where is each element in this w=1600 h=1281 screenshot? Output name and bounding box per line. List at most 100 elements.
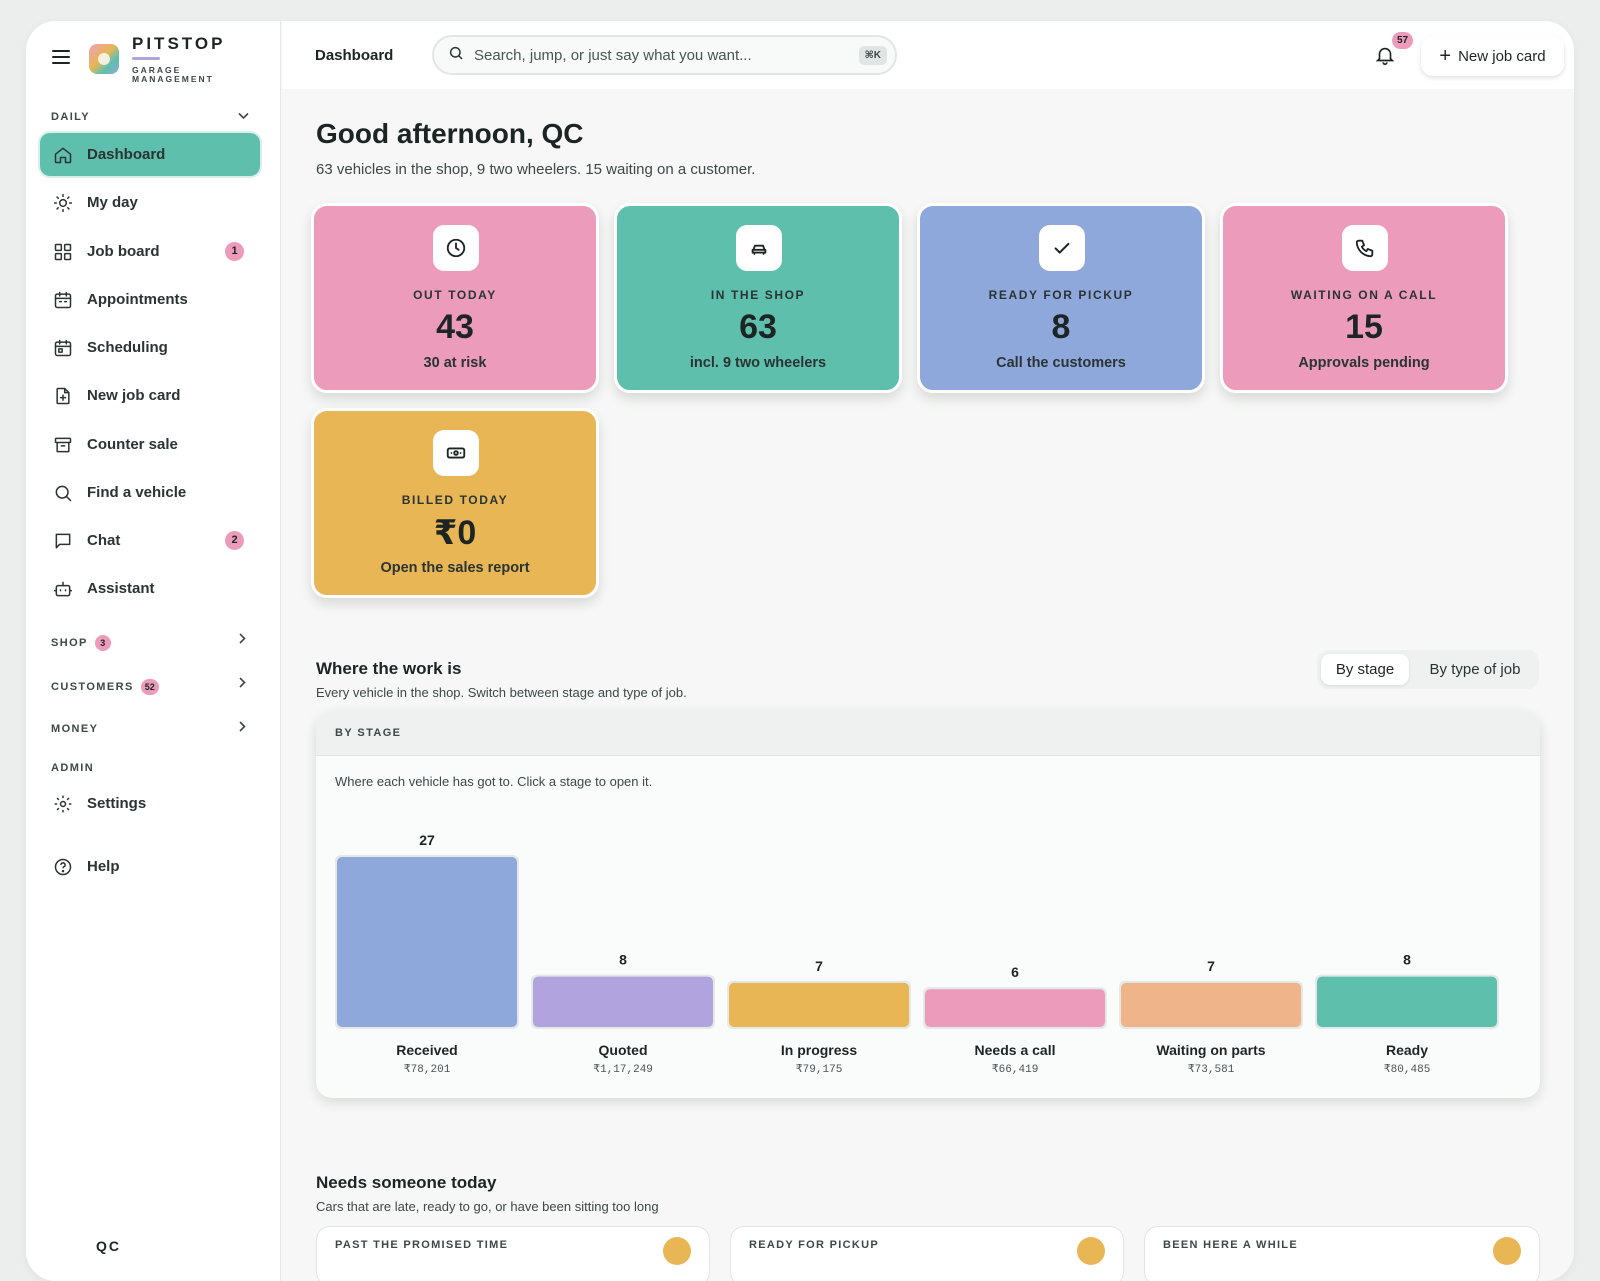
chart-note: Where each vehicle has got to. Click a s… <box>335 774 653 789</box>
stat-value: 63 <box>739 308 777 346</box>
stat-card-billed-today[interactable]: BILLED TODAY ₹0 Open the sales report <box>311 408 599 598</box>
plus-icon: + <box>1439 45 1452 67</box>
stage-bar-received[interactable]: 27 Received ₹78,201 <box>335 832 519 1076</box>
toggle-by-type[interactable]: By type of job <box>1429 661 1521 678</box>
count-badge: 1 <box>225 242 244 261</box>
toggle-by-stage[interactable]: By stage <box>1321 654 1409 685</box>
sidebar-item-new-job-card[interactable]: New job card <box>40 374 260 417</box>
app-window: PITSTOP GARAGE MANAGEMENT DAILY Dashboar… <box>26 21 1574 1281</box>
work-section-subtitle: Every vehicle in the shop. Switch betwee… <box>316 685 687 700</box>
bar-value-label: 27 <box>419 832 435 848</box>
new-job-card-button[interactable]: + New job card <box>1421 36 1564 76</box>
section-daily[interactable]: DAILY <box>51 111 90 123</box>
section-customers[interactable]: CUSTOMERS 52 <box>51 679 159 695</box>
chevron-down-icon[interactable] <box>238 111 249 123</box>
calendar-icon <box>53 290 73 310</box>
chevron-right-icon[interactable] <box>238 677 246 691</box>
count-badge <box>1077 1237 1105 1265</box>
bar-value-label: 7 <box>815 958 823 974</box>
search-icon <box>448 45 464 66</box>
stat-subtext: Call the customers <box>996 355 1126 371</box>
sidebar-item-settings[interactable]: Settings <box>40 782 260 825</box>
sidebar-item-help[interactable]: Help <box>40 845 260 888</box>
stat-label: WAITING ON A CALL <box>1290 288 1438 302</box>
archive-icon <box>53 435 73 455</box>
stat-card-waiting-on-a-call[interactable]: WAITING ON A CALL 15 Approvals pending <box>1220 203 1508 393</box>
needs-card-long-stay[interactable]: BEEN HERE A WHILE <box>1144 1226 1540 1281</box>
stage-bar-needs-a-call[interactable]: 6 Needs a call ₹66,419 <box>923 964 1107 1076</box>
chat-icon <box>53 531 73 551</box>
stat-subtext: Open the sales report <box>380 560 530 576</box>
count-badge <box>663 1237 691 1265</box>
chevron-right-icon[interactable] <box>238 721 246 735</box>
needs-card-late[interactable]: PAST THE PROMISED TIME <box>316 1226 710 1281</box>
chevron-right-icon[interactable] <box>238 633 246 647</box>
search-input[interactable] <box>474 46 854 64</box>
check-icon <box>1039 225 1085 271</box>
sidebar-item-assistant[interactable]: Assistant <box>40 567 260 610</box>
sidebar: PITSTOP GARAGE MANAGEMENT DAILY Dashboar… <box>26 21 281 1281</box>
section-shop[interactable]: SHOP 3 <box>51 635 111 651</box>
stat-subtext: 30 at risk <box>423 355 487 371</box>
bar-amount-label: ₹73,581 <box>1188 1063 1235 1076</box>
sidebar-item-my-day[interactable]: My day <box>40 181 260 224</box>
bar-value-label: 7 <box>1207 958 1215 974</box>
stat-subtext: incl. 9 two wheelers <box>689 355 827 371</box>
page-subtitle: 63 vehicles in the shop, 9 two wheelers.… <box>316 161 756 178</box>
stat-value: 15 <box>1345 308 1383 346</box>
bar[interactable] <box>533 976 713 1027</box>
brand-name: PITSTOP <box>132 34 226 53</box>
bar[interactable] <box>729 982 909 1027</box>
stat-card-ready-for-pickup[interactable]: READY FOR PICKUP 8 Call the customers <box>917 203 1205 393</box>
stat-value: 43 <box>436 308 474 346</box>
sidebar-item-job-board[interactable]: Job board 1 <box>40 230 260 273</box>
bar-category-label: Quoted <box>599 1042 648 1058</box>
calendar-grid-icon <box>53 338 73 358</box>
grid-icon <box>53 242 73 262</box>
sidebar-item-counter-sale[interactable]: Counter sale <box>40 423 260 466</box>
bot-icon <box>53 579 73 599</box>
search-shortcut-hint: ⌘K <box>858 46 887 65</box>
sidebar-item-chat[interactable]: Chat 2 <box>40 519 260 562</box>
needs-card-ready[interactable]: READY FOR PICKUP <box>730 1226 1124 1281</box>
count-badge <box>1493 1237 1521 1265</box>
stat-card-in-the-shop[interactable]: IN THE SHOP 63 incl. 9 two wheelers <box>614 203 902 393</box>
bar[interactable] <box>337 857 517 1027</box>
stage-bar-in-progress[interactable]: 7 In progress ₹79,175 <box>727 958 911 1076</box>
count-badge: 2 <box>225 531 244 550</box>
user-initials[interactable]: QC <box>96 1238 121 1254</box>
bar-amount-label: ₹80,485 <box>1384 1063 1431 1076</box>
bar-value-label: 8 <box>1403 952 1411 968</box>
search-bar[interactable]: ⌘K <box>432 35 897 75</box>
stat-card-out-today[interactable]: OUT TODAY 43 30 at risk <box>311 203 599 393</box>
work-section-title: Where the work is <box>316 659 462 678</box>
bar[interactable] <box>925 989 1105 1027</box>
menu-icon[interactable] <box>52 50 70 64</box>
sidebar-item-dashboard[interactable]: Dashboard <box>40 133 260 176</box>
sidebar-item-scheduling[interactable]: Scheduling <box>40 326 260 369</box>
brand-underline <box>132 57 160 60</box>
sidebar-item-find-a-vehicle[interactable]: Find a vehicle <box>40 471 260 514</box>
bar-amount-label: ₹79,175 <box>796 1063 843 1076</box>
section-money[interactable]: MONEY <box>51 723 99 735</box>
bar-category-label: Needs a call <box>975 1042 1056 1058</box>
stage-bar-waiting-on-parts[interactable]: 7 Waiting on parts ₹73,581 <box>1119 958 1303 1076</box>
topbar: Dashboard ⌘K 57 + New job card <box>282 21 1574 89</box>
stat-subtext: Approvals pending <box>1298 355 1430 371</box>
breadcrumb[interactable]: Dashboard <box>315 47 394 64</box>
stat-label: IN THE SHOP <box>710 288 806 302</box>
bell-icon[interactable] <box>1374 43 1396 67</box>
bar[interactable] <box>1121 982 1301 1027</box>
bar-category-label: Ready <box>1386 1042 1428 1058</box>
bar[interactable] <box>1317 976 1497 1027</box>
bar-amount-label: ₹1,17,249 <box>593 1063 653 1076</box>
bar-category-label: Received <box>396 1042 457 1058</box>
stage-bar-quoted[interactable]: 8 Quoted ₹1,17,249 <box>531 952 715 1076</box>
stage-bar-ready[interactable]: 8 Ready ₹80,485 <box>1315 952 1499 1076</box>
search-icon <box>53 483 73 503</box>
customers-count-badge: 52 <box>140 679 159 695</box>
shop-count-badge: 3 <box>94 635 111 651</box>
notifications-count-badge: 57 <box>1392 32 1414 49</box>
gear-icon <box>53 794 73 814</box>
sidebar-item-appointments[interactable]: Appointments <box>40 278 260 321</box>
